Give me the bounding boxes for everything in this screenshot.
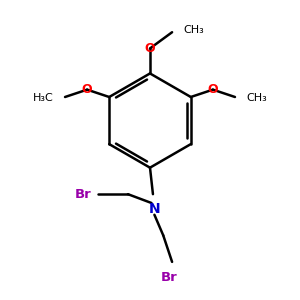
Text: CH₃: CH₃	[246, 94, 267, 103]
Text: H₃C: H₃C	[33, 94, 54, 103]
Text: Br: Br	[74, 188, 91, 201]
Text: O: O	[82, 83, 92, 96]
Text: N: N	[148, 202, 160, 216]
Text: O: O	[208, 83, 218, 96]
Text: Br: Br	[161, 271, 178, 284]
Text: CH₃: CH₃	[183, 25, 204, 35]
Text: O: O	[145, 42, 155, 55]
